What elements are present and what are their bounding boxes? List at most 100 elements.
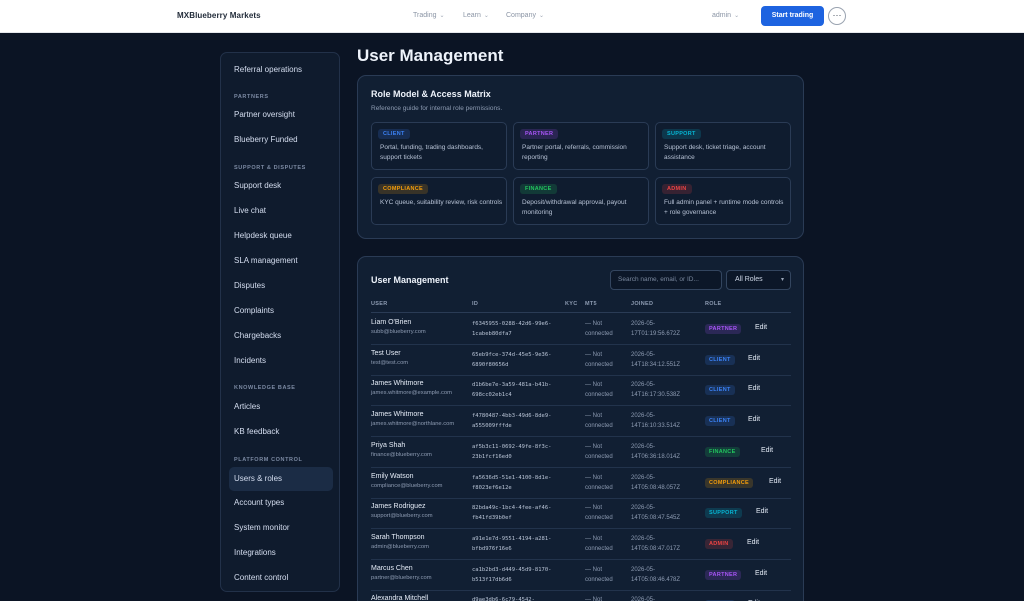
- column-header-user[interactable]: USER: [371, 301, 388, 307]
- chevron-down-icon: ⌄: [734, 13, 740, 19]
- user-name: James Whitmore: [371, 411, 424, 419]
- edit-button[interactable]: Edit: [748, 385, 761, 393]
- role-card-compliance: COMPLIANCE KYC queue, suitability review,…: [371, 177, 507, 225]
- sidebar-item-system-monitor[interactable]: System monitor: [234, 523, 290, 532]
- sidebar-item-chargebacks[interactable]: Chargebacks: [234, 331, 282, 340]
- edit-button[interactable]: Edit: [769, 477, 782, 485]
- start-trading-button[interactable]: Start trading: [761, 6, 824, 26]
- role-badge: PARTNER: [520, 129, 559, 139]
- ellipsis-icon[interactable]: ⋯: [828, 7, 846, 25]
- sidebar-item-kb-feedback[interactable]: KB feedback: [234, 427, 280, 436]
- sidebar-item-support-desk[interactable]: Support desk: [234, 181, 282, 190]
- table-row[interactable]: Emily Watson compliance@blueberry.com fa56…: [358, 468, 803, 499]
- row-divider: [371, 374, 791, 376]
- sidebar-active-highlight: [229, 467, 333, 491]
- sidebar-item-users-roles[interactable]: Users & roles: [234, 474, 283, 483]
- user-id: d1b6be7e-3a59-481a-b41b-698cc02eb1c4: [472, 382, 552, 399]
- role-badge: PARTNER: [705, 569, 742, 580]
- user-joined-date: 2026-05-14T05:08:48.057Z: [631, 474, 681, 491]
- edit-button[interactable]: Edit: [756, 508, 769, 516]
- user-email: partner@blueberry.com: [371, 574, 432, 581]
- role-badge: COMPLIANCE: [705, 477, 753, 488]
- sidebar-item-incidents[interactable]: Incidents: [234, 356, 267, 365]
- table-row[interactable]: James Rodriguez support@blueberry.com 82bd…: [358, 498, 803, 530]
- sidebar-item-live-chat[interactable]: Live chat: [234, 206, 267, 215]
- role-description: Support desk, ticket triage, account ass…: [664, 144, 766, 161]
- sidebar-item-blueberry-funded[interactable]: Blueberry Funded: [234, 135, 298, 144]
- user-mt5-status: — Not connected: [585, 474, 613, 491]
- role-badge: ADMIN: [705, 538, 733, 549]
- user-id: af5b3c11-0692-49fe-8f3c-23b1fcf16ed0: [472, 443, 552, 460]
- table-row[interactable]: James Whitmore james.whitmore@northlane.c…: [358, 406, 803, 438]
- sidebar-item-articles[interactable]: Articles: [234, 402, 261, 411]
- table-row[interactable]: James Whitmore james.whitmore@example.com…: [358, 375, 803, 407]
- nav-trading[interactable]: Trading ⌄: [413, 12, 445, 19]
- role-badge: CLIENT: [705, 354, 735, 365]
- edit-button[interactable]: Edit: [748, 416, 761, 424]
- column-header-mt5[interactable]: MT5: [585, 301, 597, 307]
- user-email: finance@blueberry.com: [371, 451, 432, 458]
- user-name: James Whitmore: [371, 380, 424, 388]
- sidebar-item-disputes[interactable]: Disputes: [234, 281, 266, 290]
- user-joined-date: 2026-05-14T05:08:46.478Z: [631, 566, 681, 583]
- column-header-role[interactable]: ROLE: [705, 301, 722, 307]
- role-matrix-title: Role Model & Access Matrix: [371, 89, 491, 99]
- sidebar-section-knowledge-base: KNOWLEDGE BASE: [234, 385, 296, 391]
- user-mt5-status: — Not connected: [585, 505, 613, 522]
- sidebar-item-partner-oversight[interactable]: Partner oversight: [234, 110, 295, 119]
- edit-button[interactable]: Edit: [748, 354, 761, 362]
- user-mt5-status: — Not: [585, 597, 603, 601]
- sidebar-item-content-control[interactable]: Content control: [234, 573, 289, 582]
- table-row[interactable]: Priya Shah finance@blueberry.com af5b3c11-…: [358, 437, 803, 468]
- user-mt5-status: — Not connected: [585, 566, 613, 583]
- user-email: compliance@blueberry.com: [371, 482, 443, 489]
- table-header-divider: [371, 312, 791, 313]
- nav-learn[interactable]: Learn ⌄: [463, 12, 489, 19]
- sidebar-item-complaints[interactable]: Complaints: [234, 306, 275, 315]
- edit-button[interactable]: Edit: [761, 446, 774, 454]
- table-row[interactable]: Test User test@test.com 65eb9fce-374d-45e5…: [358, 345, 803, 376]
- edit-button[interactable]: Edit: [747, 538, 760, 546]
- user-mt5-status: — Not connected: [585, 321, 613, 337]
- edit-button[interactable]: Edit: [755, 569, 768, 577]
- row-divider: [371, 405, 791, 407]
- user-name: James Rodriguez: [371, 503, 426, 511]
- role-badge: COMPLIANCE: [378, 184, 428, 194]
- sidebar-item-account-types[interactable]: Account types: [234, 498, 285, 507]
- user-email: james.whitmore@example.com: [371, 390, 452, 397]
- table-row[interactable]: Liam O'Brien subb@blueberry.com f6345955-0…: [358, 314, 803, 345]
- sidebar: Referral operations PARTNERS Partner ove…: [220, 52, 340, 592]
- role-card-finance: FINANCE Deposit/withdrawal approval, payo…: [513, 177, 649, 225]
- sidebar-item-sla-management[interactable]: SLA management: [234, 256, 298, 265]
- edit-button[interactable]: Edit: [755, 324, 768, 331]
- user-id: f6345955-0288-42d6-99e6-1cabeb80dfa7: [472, 321, 552, 337]
- user-joined-date: 2026-05-14T05:08:47.017Z: [631, 535, 681, 552]
- role-description: Deposit/withdrawal approval, payout moni…: [522, 199, 627, 216]
- user-email: admin@blueberry.com: [371, 543, 429, 550]
- sidebar-item-referral-operations[interactable]: Referral operations: [234, 65, 303, 74]
- row-divider: [371, 344, 791, 345]
- column-header-joined[interactable]: JOINED: [631, 301, 654, 307]
- user-name: Liam O'Brien: [371, 319, 412, 326]
- user-mt5-status: — Not connected: [585, 413, 613, 430]
- nav-company[interactable]: Company ⌄: [506, 12, 544, 19]
- sidebar-item-integrations[interactable]: Integrations: [234, 548, 276, 557]
- table-row[interactable]: Marcus Chen partner@blueberry.com ca1b2bd3…: [358, 560, 803, 591]
- user-menu-label: admin: [712, 12, 732, 19]
- column-header-id[interactable]: ID: [472, 301, 479, 307]
- role-filter-select[interactable]: All Roles ▾: [726, 270, 791, 290]
- table-row[interactable]: Alexandra Mitchell d9ae3db6-6c79-4542- — N…: [358, 590, 803, 601]
- role-card-partner: PARTNER Partner portal, referrals, commis…: [513, 122, 649, 170]
- column-header-kyc[interactable]: KYC: [565, 301, 578, 307]
- search-input[interactable]: Search name, email, or ID...: [610, 270, 722, 290]
- users-panel-title: User Management: [371, 275, 449, 285]
- brand-logo[interactable]: MXBlueberry Markets: [177, 11, 261, 20]
- user-mt5-status: — Not connected: [585, 382, 613, 399]
- chevron-down-icon: ▾: [780, 277, 784, 283]
- user-menu[interactable]: admin ⌄: [712, 12, 739, 19]
- row-divider: [371, 589, 791, 591]
- user-id: 65eb9fce-374d-45e5-9e36-6890f80656d: [472, 351, 552, 368]
- table-row[interactable]: Sarah Thompson admin@blueberry.com a91e1e7…: [358, 529, 803, 560]
- role-card-client: CLIENT Portal, funding, trading dashboard…: [371, 122, 507, 170]
- sidebar-item-helpdesk-queue[interactable]: Helpdesk queue: [234, 231, 292, 240]
